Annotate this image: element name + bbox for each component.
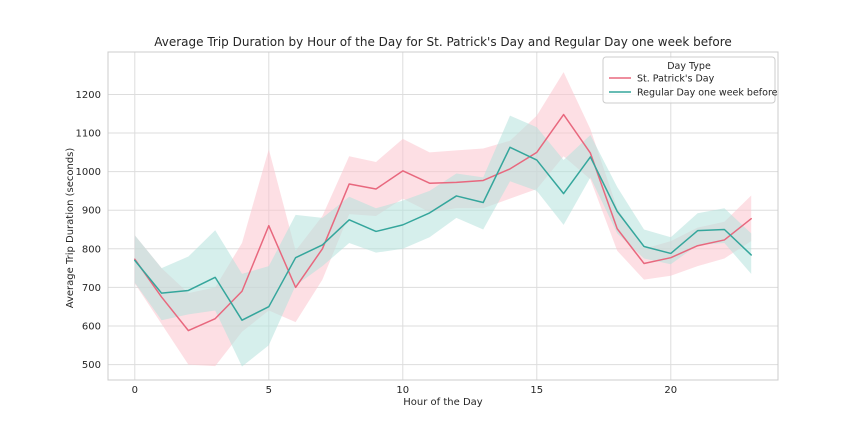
- legend: Day Type St. Patrick's Day Regular Day o…: [602, 56, 778, 104]
- y-axis-label: Average Trip Duration (seconds): [65, 148, 76, 309]
- chart-title: Average Trip Duration by Hour of the Day…: [154, 35, 732, 49]
- y-tick-label: 800: [82, 244, 101, 255]
- x-tick-label: 0: [132, 385, 138, 396]
- series-line: [134, 113, 752, 332]
- x-tick-label: 20: [664, 385, 677, 396]
- series-line: [134, 146, 752, 321]
- y-tick-label: 1100: [76, 129, 101, 140]
- y-tick-label: 600: [82, 321, 101, 332]
- y-tick-label: 1200: [76, 90, 101, 101]
- y-tick-label: 900: [82, 206, 101, 217]
- y-tick-label: 500: [82, 360, 101, 371]
- series-lines: [134, 113, 752, 332]
- tick-labels: 0 5 10 15 20 500 600 700 800 900 1000 1100 1200: [76, 90, 678, 396]
- legend-label-regular-day: Regular Day one week before: [637, 88, 778, 99]
- y-tick-label: 700: [82, 283, 101, 294]
- legend-title: Day Type: [667, 61, 711, 72]
- confidence-bands: [134, 72, 752, 367]
- x-axis-label: Hour of the Day: [403, 397, 483, 408]
- y-tick-label: 1000: [76, 167, 101, 178]
- confidence-band: [134, 115, 752, 367]
- x-tick-label: 15: [530, 385, 543, 396]
- x-tick-label: 5: [266, 385, 272, 396]
- x-tick-label: 10: [396, 385, 409, 396]
- legend-label-st-patricks-day: St. Patrick's Day: [637, 74, 715, 85]
- plot-frame: [107, 51, 779, 381]
- legend-box: [602, 56, 776, 104]
